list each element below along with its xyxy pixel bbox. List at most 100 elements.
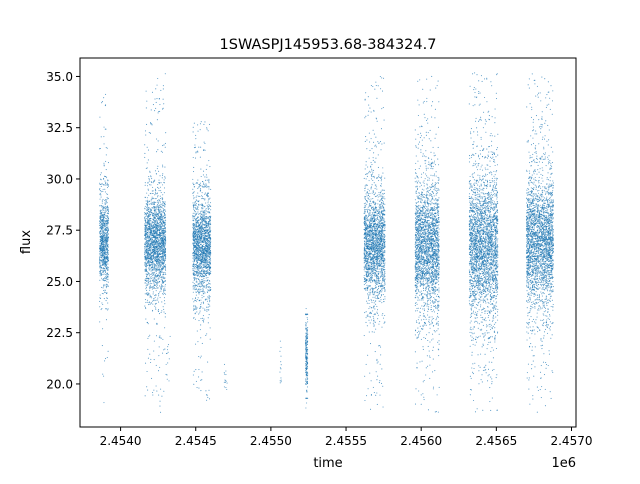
data-point [148, 213, 150, 215]
data-point [203, 272, 205, 275]
data-point [160, 256, 162, 258]
data-point [200, 279, 202, 281]
data-point [99, 300, 101, 302]
data-point [101, 256, 103, 258]
data-point [193, 166, 195, 168]
data-point [198, 183, 200, 185]
data-point [167, 351, 169, 353]
data-point [153, 283, 155, 285]
data-point [207, 232, 209, 234]
data-point [193, 278, 195, 280]
data-point [207, 235, 209, 237]
data-point [149, 222, 151, 224]
data-point [148, 207, 150, 209]
data-point [196, 231, 198, 233]
data-point [200, 121, 202, 123]
data-point [155, 385, 157, 387]
data-point [104, 291, 106, 293]
data-point [147, 243, 149, 245]
data-point [146, 197, 148, 199]
data-point [150, 209, 152, 211]
data-point [148, 252, 150, 255]
data-point [162, 218, 164, 220]
data-point [147, 209, 149, 212]
data-point [195, 369, 197, 371]
data-point [107, 246, 109, 248]
data-point [152, 394, 154, 396]
data-point [199, 254, 201, 256]
data-point [204, 308, 206, 310]
data-point [153, 281, 155, 283]
data-point [146, 207, 148, 209]
data-point [201, 192, 203, 194]
data-point [148, 211, 150, 213]
data-point [193, 383, 195, 385]
data-point [159, 182, 161, 184]
data-point [162, 243, 164, 245]
data-point [107, 308, 109, 310]
data-point [155, 221, 157, 224]
data-point [155, 101, 157, 103]
data-point [157, 278, 159, 280]
data-point [200, 306, 202, 308]
data-point [198, 213, 200, 215]
data-point [104, 261, 106, 263]
data-point [107, 251, 109, 253]
data-point [196, 237, 198, 239]
data-point [200, 273, 202, 275]
data-point [207, 207, 209, 209]
data-point [154, 225, 156, 227]
data-point [199, 279, 201, 281]
data-point [205, 183, 207, 185]
data-point [202, 267, 204, 269]
data-point [163, 192, 165, 194]
data-point [202, 217, 204, 219]
data-point [164, 259, 166, 261]
data-point [100, 190, 102, 192]
data-point [102, 263, 104, 265]
data-point [199, 299, 201, 302]
data-point [103, 233, 106, 235]
data-point [151, 178, 153, 180]
data-point [162, 277, 165, 279]
data-point [160, 226, 162, 228]
data-point [160, 270, 162, 272]
data-point [148, 260, 150, 262]
data-point [210, 260, 212, 262]
data-point [105, 218, 108, 220]
data-point [159, 257, 161, 259]
data-point [157, 258, 159, 260]
data-point [199, 286, 201, 288]
data-point [165, 210, 167, 212]
data-point [198, 313, 200, 315]
data-point [207, 248, 209, 250]
data-point [99, 306, 101, 308]
data-point [164, 254, 166, 256]
data-point [144, 184, 146, 186]
data-point [103, 251, 105, 254]
data-point [101, 259, 103, 261]
data-point [162, 272, 164, 274]
data-point [107, 309, 109, 311]
data-point [200, 271, 202, 273]
data-point [106, 243, 108, 245]
data-point [192, 182, 194, 184]
data-point [146, 284, 148, 286]
data-point [144, 144, 146, 146]
data-point [147, 348, 149, 350]
data-point [150, 198, 152, 201]
data-point [159, 366, 161, 368]
data-point [150, 184, 152, 186]
data-point [104, 269, 106, 271]
data-point [169, 335, 171, 337]
data-point [304, 370, 307, 372]
data-point [157, 112, 159, 114]
data-point [152, 221, 154, 223]
data-point [165, 264, 167, 266]
data-point [192, 188, 194, 190]
data-point [204, 142, 206, 145]
data-point [207, 200, 209, 202]
data-point [147, 149, 150, 151]
data-point [146, 192, 148, 194]
data-point [99, 240, 101, 242]
